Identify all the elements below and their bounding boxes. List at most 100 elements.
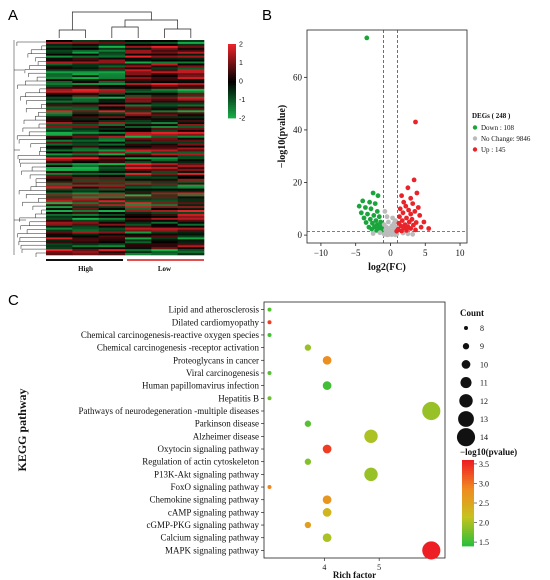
volcano-point (374, 228, 379, 233)
heatmap-cell (125, 200, 152, 203)
colorbar-segment (228, 95, 236, 99)
colorbar-segment (228, 110, 236, 113)
heatmap-cell (72, 172, 99, 176)
heatmap-cell (72, 247, 99, 250)
colorbar-segment (228, 108, 236, 111)
heatmap-cell (151, 241, 178, 244)
legend-marker (472, 125, 478, 130)
heatmap-cell (151, 237, 178, 240)
x-axis-label: log2(FC) (368, 262, 406, 273)
colorbar-segment (228, 71, 236, 74)
heatmap-cell (46, 114, 73, 117)
heatmap-cell (98, 237, 126, 240)
heatmap-cell (151, 114, 178, 117)
heatmap-cell (72, 176, 99, 180)
heatmap-cell (72, 86, 99, 90)
panel-letter-a: A (8, 7, 18, 24)
volcano-point (410, 231, 416, 237)
colorbar-tick-label: -1 (239, 97, 245, 104)
heatmap-cell (125, 65, 152, 68)
colorbar-tick-label: 0 (239, 79, 243, 86)
heatmap-cell (125, 247, 152, 250)
heatmap-cell (72, 41, 99, 45)
heatmap-cell (177, 69, 205, 72)
heatmap-cell (125, 41, 152, 45)
heatmap-cell (177, 114, 205, 117)
heatmap-cell (46, 217, 73, 221)
heatmap-cell (125, 229, 152, 232)
heatmap-cell (46, 186, 73, 189)
color-legend-tick-label: 3.5 (479, 460, 489, 469)
volcano-point (415, 205, 421, 210)
colorbar-segment (228, 112, 236, 115)
heatmap-cell (125, 114, 152, 117)
heatmap-cell (125, 83, 152, 86)
heatmap-cell (72, 127, 99, 131)
heatmap-cell (98, 235, 126, 238)
heatmap-cell (46, 149, 73, 152)
color-legend-segment (462, 472, 474, 476)
heatmap-cell (177, 215, 205, 219)
color-legend-segment (462, 466, 474, 469)
heatmap-cell (151, 223, 178, 226)
heatmap-cell (98, 104, 126, 107)
heatmap-cell (72, 153, 99, 156)
volcano-point (365, 211, 370, 217)
panel-letter-b: B (262, 7, 272, 24)
kegg-bubble (322, 381, 332, 390)
heatmap-cell (177, 63, 205, 66)
color-legend-segment (462, 541, 474, 545)
volcano-point (367, 216, 373, 222)
color-legend-segment (462, 507, 474, 510)
colorbar-segment (228, 62, 236, 65)
heatmap-cell (151, 83, 178, 86)
heatmap-cell (72, 94, 99, 97)
heatmap-cell (46, 90, 73, 94)
volcano-point (412, 209, 418, 214)
pathway-label: Parkinson disease (195, 419, 259, 429)
size-legend-label: 12 (480, 397, 488, 406)
kegg-bubble (267, 320, 272, 325)
heatmap-cell (98, 53, 126, 56)
heatmap-cell (177, 172, 205, 176)
heatmap-cell (151, 153, 178, 156)
volcano-point (401, 199, 407, 205)
heatmap-cell (72, 73, 99, 76)
heatmap-cell (72, 182, 99, 185)
heatmap-cell (72, 188, 99, 191)
heatmap-cell (151, 192, 178, 195)
heatmap-cell (46, 253, 73, 256)
heatmap-cell (125, 190, 152, 193)
heatmap-cell (72, 155, 99, 158)
volcano-axes: −10 −5 0 5 10 0 20 40 60 log2(FC) −log10(pvalue) (277, 29, 468, 273)
heatmap-cell (98, 172, 126, 176)
heatmap-cell (151, 235, 178, 238)
heatmap-cell (46, 247, 73, 250)
kegg-bubble (267, 333, 272, 337)
heatmap-cell (98, 124, 126, 127)
heatmap-cell (151, 196, 178, 199)
heatmap-cell (151, 81, 178, 84)
heatmap-cell (46, 176, 73, 180)
color-legend-segment (462, 475, 474, 478)
heatmap-cell (46, 184, 73, 187)
heatmap-cell (125, 239, 152, 242)
heatmap-cell (46, 108, 73, 111)
kegg-bubble (267, 371, 272, 375)
heatmap-cell (151, 204, 178, 207)
volcano-point (417, 213, 423, 218)
heatmap-cell (72, 53, 99, 56)
volcano-point (389, 232, 395, 238)
heatmap-cell (72, 233, 99, 236)
kegg-bubble (304, 344, 312, 351)
heatmap-cell (177, 237, 205, 240)
x-tick-label: −5 (351, 248, 361, 258)
row-dendrogram-branches (13, 40, 46, 257)
heatmap-cell (72, 212, 99, 215)
heatmap-cell (125, 149, 152, 152)
heatmap-cell (72, 194, 99, 197)
heatmap-cell (151, 180, 178, 183)
heatmap-cell (151, 155, 178, 158)
color-legend-segment (462, 464, 474, 467)
volcano-point (405, 185, 411, 191)
